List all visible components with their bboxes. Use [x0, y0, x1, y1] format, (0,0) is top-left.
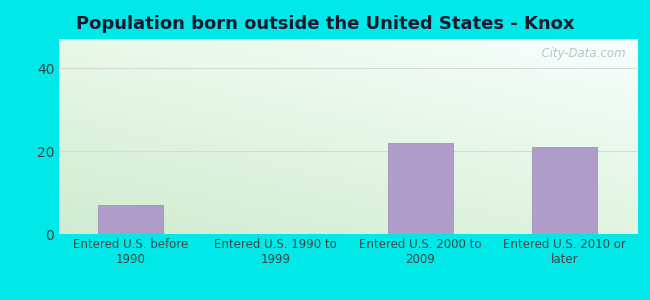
Text: Population born outside the United States - Knox: Population born outside the United State… [76, 15, 574, 33]
Bar [532, 147, 597, 234]
Text: City-Data.com: City-Data.com [534, 47, 625, 60]
Bar [387, 143, 452, 234]
Bar [98, 205, 163, 234]
